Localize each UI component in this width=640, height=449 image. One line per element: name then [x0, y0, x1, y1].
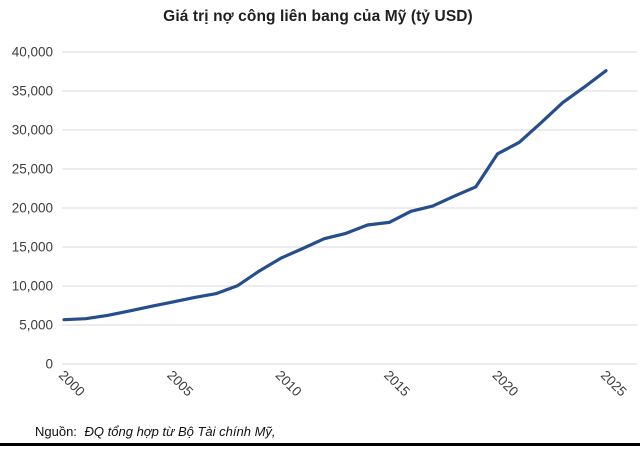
source-label: Nguồn:: [35, 424, 77, 439]
source-text: ĐQ tổng hợp từ Bộ Tài chính Mỹ,: [84, 424, 276, 439]
debt-series-line: [62, 69, 608, 322]
y-tick-label: 40,000: [12, 45, 53, 60]
y-tick-label: 10,000: [12, 279, 53, 294]
x-tick-label: 2020: [489, 368, 521, 400]
y-tick-label: 30,000: [12, 123, 53, 138]
y-tick-label: 25,000: [12, 162, 53, 177]
x-tick-label: 2000: [56, 368, 88, 400]
x-tick-label: 2005: [164, 368, 196, 400]
source-note: Nguồn: ĐQ tổng hợp từ Bộ Tài chính Mỹ,: [35, 424, 276, 439]
x-tick-label: 2015: [381, 368, 413, 400]
x-tick-label: 2010: [273, 368, 305, 400]
bottom-divider: [0, 443, 640, 446]
debt-line-chart: 0 5,000 10,000 15,000 20,000 25,000 30,000 35,0…: [12, 45, 637, 400]
y-tick-label: 35,000: [12, 84, 53, 99]
y-tick-label: 20,000: [12, 201, 53, 216]
chart-title: Giá trị nợ công liên bang của Mỹ (tỷ USD…: [163, 8, 473, 25]
y-tick-label: 15,000: [12, 240, 53, 255]
y-tick-label: 5,000: [19, 318, 53, 333]
x-tick-label: 2025: [598, 368, 630, 400]
y-tick-label: 0: [45, 357, 53, 372]
